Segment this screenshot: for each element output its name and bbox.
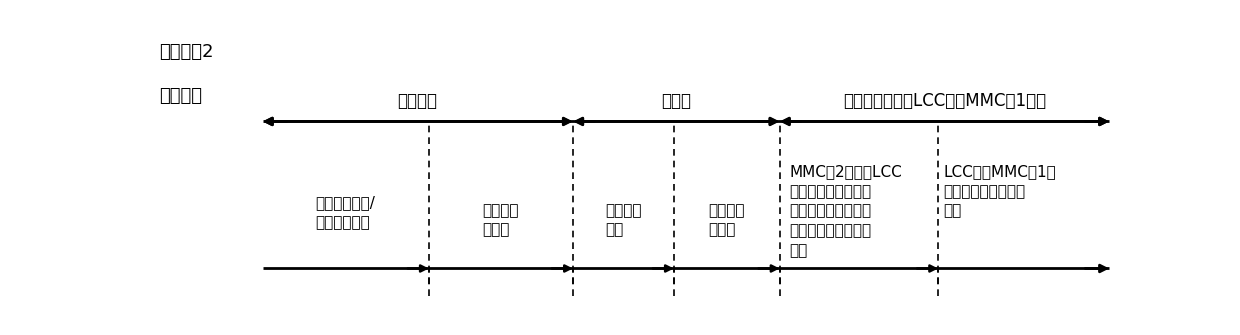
Text: MMC站2闭锁，LCC
站移相，检测到隔离
开关电流降到设定阈
值以下，拉开隔离开
关。: MMC站2闭锁，LCC 站移相，检测到隔离 开关电流降到设定阈 值以下，拉开隔离…	[789, 164, 901, 258]
Text: 直流系统移相/
清除故障电流: 直流系统移相/ 清除故障电流	[315, 195, 376, 230]
Text: 重启动: 重启动	[661, 92, 691, 110]
Text: LCC站和MMC站1自
动重启，系统恢复运
行。: LCC站和MMC站1自 动重启，系统恢复运 行。	[942, 164, 1055, 219]
Text: 保护动作: 保护动作	[159, 87, 202, 105]
Text: 重启不成功恢复LCC站和MMC站1运行: 重启不成功恢复LCC站和MMC站1运行	[843, 92, 1047, 110]
Text: 故障隔离: 故障隔离	[397, 92, 438, 110]
Text: 直流线路2: 直流线路2	[159, 43, 213, 61]
Text: 直流系统
重启: 直流系统 重启	[605, 203, 642, 238]
Text: 恢复原功
率传输: 恢复原功 率传输	[708, 203, 745, 238]
Text: 直流线路
去游离: 直流线路 去游离	[482, 203, 520, 238]
